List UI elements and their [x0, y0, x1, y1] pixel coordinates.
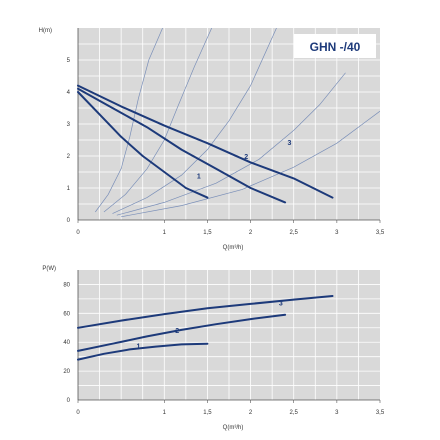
- x-tick-label: 3: [335, 230, 339, 236]
- curve-label-1: 1: [197, 173, 201, 180]
- curve-label-1: 1: [136, 344, 140, 351]
- curve-2: [77, 313, 287, 352]
- x-tick-label: 0: [76, 410, 80, 416]
- curve-label-3: 3: [287, 140, 291, 147]
- efficiency-curve: [95, 28, 163, 213]
- x-tick-label: 2,5: [290, 230, 299, 236]
- curve-3: [77, 84, 334, 199]
- curve-label-2: 2: [244, 154, 248, 161]
- y-axis-title: P(W): [42, 266, 56, 272]
- curve-label-2: 2: [175, 328, 179, 335]
- efficiency-curve: [116, 72, 346, 216]
- efficiency-curve: [121, 110, 380, 218]
- efficiency-curve: [112, 28, 277, 214]
- x-tick-label: 2,5: [290, 410, 299, 416]
- x-tick-label: 3,5: [376, 230, 385, 236]
- y-tick-label: 60: [63, 311, 70, 317]
- power-flow-chart: 0 1 1,5 2 2,5 3 3,5 0 20 40 60 80 P(W) Q(m³/h) 1 2 3: [42, 266, 385, 431]
- y-tick-label: 4: [67, 90, 71, 96]
- y-tick-label: 1: [67, 186, 71, 192]
- x-tick-label: 2: [249, 410, 253, 416]
- y-tick-label: 5: [67, 58, 71, 64]
- x-tick-label: 1: [163, 230, 167, 236]
- x-axis-title: Q(m³/h): [223, 425, 244, 431]
- badge-box: [294, 34, 376, 58]
- chart-badge: GHN -/40: [310, 40, 361, 54]
- head-flow-chart: 0 1 1,5 2 2,5 3 3,5 0 1 2 3 4 5 H(m) Q(m³/h) GHN -/40 1 2…: [39, 28, 385, 251]
- grid: [78, 270, 380, 400]
- x-tick-label: 3,5: [376, 410, 385, 416]
- x-tick-label: 1: [163, 410, 167, 416]
- y-tick-label: 0: [67, 398, 71, 404]
- curve-1: [77, 342, 209, 361]
- x-tick-label: 1,5: [203, 410, 212, 416]
- y-tick-label: 3: [67, 122, 71, 128]
- x-tick-label: 1,5: [203, 230, 212, 236]
- curve-2: [77, 87, 287, 204]
- y-tick-label: 20: [63, 369, 70, 375]
- x-tick-label: 0: [76, 230, 80, 236]
- curve-1: [77, 91, 209, 199]
- x-tick-label: 2: [249, 230, 253, 236]
- curve-label-3: 3: [279, 300, 283, 307]
- x-tick-label: 3: [335, 410, 339, 416]
- y-tick-label: 80: [63, 282, 70, 288]
- efficiency-curve: [103, 28, 213, 213]
- y-axis-title: H(m): [39, 28, 52, 34]
- curve-3: [77, 295, 334, 329]
- y-tick-label: 2: [67, 154, 71, 160]
- y-tick-label: 0: [67, 218, 71, 224]
- y-tick-label: 40: [63, 340, 70, 346]
- x-axis-title: Q(m³/h): [223, 245, 244, 251]
- efficiency-curves: [95, 28, 380, 218]
